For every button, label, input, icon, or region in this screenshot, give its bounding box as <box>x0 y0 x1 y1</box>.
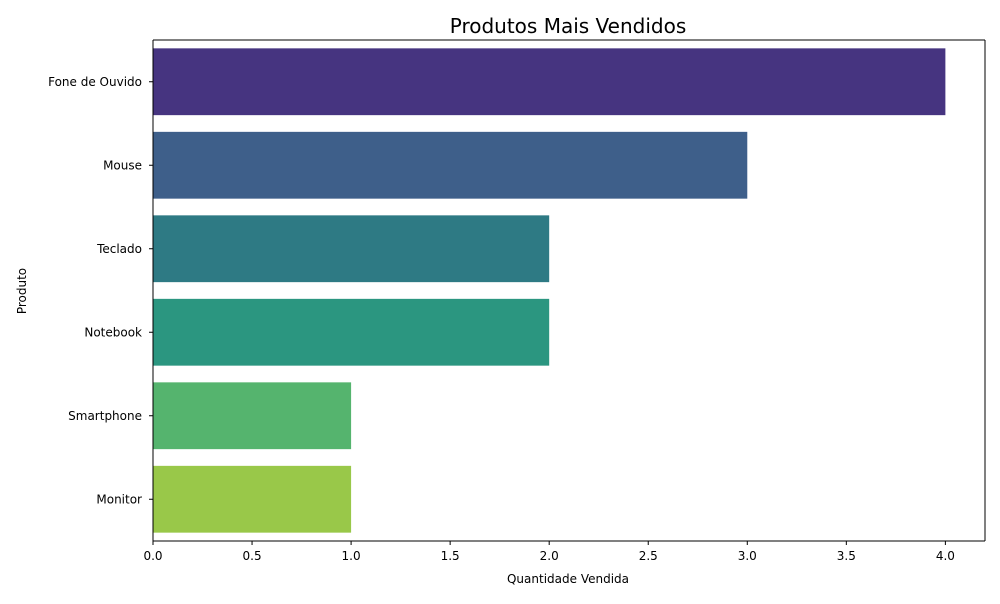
y-tick-label-1: Mouse <box>103 158 142 172</box>
x-tick-label-6: 3.0 <box>738 549 757 563</box>
bar-0 <box>153 48 946 116</box>
bar-2 <box>153 215 550 283</box>
x-tick-label-0: 0.0 <box>143 549 162 563</box>
x-tick-label-1: 0.5 <box>243 549 262 563</box>
y-tick-label-5: Monitor <box>96 492 142 506</box>
x-tick-label-5: 2.5 <box>639 549 658 563</box>
y-tick-label-0: Fone de Ouvido <box>48 75 142 89</box>
x-tick-label-4: 2.0 <box>540 549 559 563</box>
y-axis-label: Produto <box>15 268 29 314</box>
x-tick-label-7: 3.5 <box>837 549 856 563</box>
x-axis-ticks: 0.0 0.5 1.0 1.5 2.0 2.5 3.0 3.5 4.0 <box>143 541 955 563</box>
bar-1 <box>153 131 748 199</box>
chart-title: Produtos Mais Vendidos <box>450 14 687 38</box>
axes-frame <box>152 39 986 542</box>
bar-3 <box>153 298 550 366</box>
x-axis-label: Quantidade Vendida <box>507 572 629 586</box>
x-tick-label-2: 1.0 <box>342 549 361 563</box>
x-tick-label-8: 4.0 <box>936 549 955 563</box>
bar-4 <box>153 382 352 450</box>
bars-group <box>153 48 946 533</box>
x-tick-label-3: 1.5 <box>441 549 460 563</box>
bar-5 <box>153 465 352 533</box>
y-tick-label-4: Smartphone <box>68 409 142 423</box>
y-tick-label-3: Notebook <box>84 325 142 339</box>
y-axis-ticks: Fone de Ouvido Mouse Teclado Notebook Smartp… <box>48 75 153 506</box>
y-tick-label-2: Teclado <box>96 242 142 256</box>
